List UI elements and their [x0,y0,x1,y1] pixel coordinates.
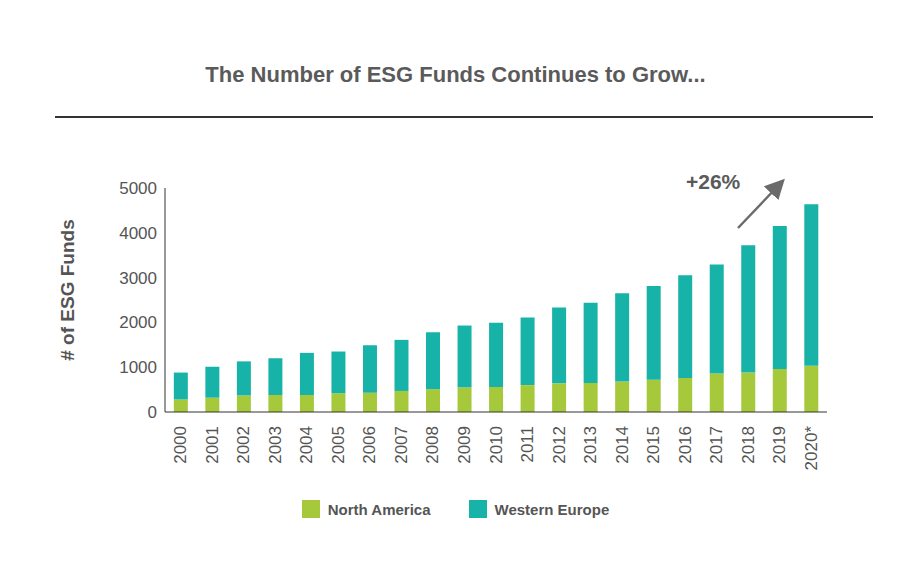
svg-text:2004: 2004 [297,426,316,464]
svg-text:0: 0 [148,403,157,422]
svg-text:2013: 2013 [581,426,600,464]
svg-text:2019: 2019 [770,426,789,464]
svg-text:5000: 5000 [119,179,157,198]
svg-text:3000: 3000 [119,269,157,288]
svg-text:2017: 2017 [707,426,726,464]
html-text:North America: North America [327,500,431,518]
svg-text:2002: 2002 [234,426,253,464]
html-text:Western Europe: Western Europe [494,500,610,518]
svg-text:2005: 2005 [329,426,348,464]
html-text:The Number of ESG Funds Contin: The Number of ESG Funds Continues to Gro… [205,62,706,87]
svg-text:2000: 2000 [171,426,190,464]
svg-text:2000: 2000 [119,313,157,332]
html-text:+26%: +26% [686,170,741,193]
svg-text:2014: 2014 [613,426,632,464]
svg-text:2020*: 2020* [802,426,821,471]
svg-text:2001: 2001 [203,426,222,464]
svg-text:2003: 2003 [266,426,285,464]
html-text:# of ESG Funds: # of ESG Funds [57,219,78,361]
svg-text:1000: 1000 [119,358,157,377]
svg-text:2010: 2010 [487,426,506,464]
svg-text:2011: 2011 [518,426,537,463]
svg-text:2015: 2015 [644,426,663,464]
svg-text:2009: 2009 [455,426,474,464]
svg-text:2008: 2008 [423,426,442,464]
svg-text:2012: 2012 [550,426,569,464]
svg-text:2006: 2006 [360,426,379,464]
svg-text:4000: 4000 [119,224,157,243]
svg-text:2007: 2007 [392,426,411,464]
svg-text:2018: 2018 [739,426,758,464]
svg-text:2016: 2016 [676,426,695,464]
